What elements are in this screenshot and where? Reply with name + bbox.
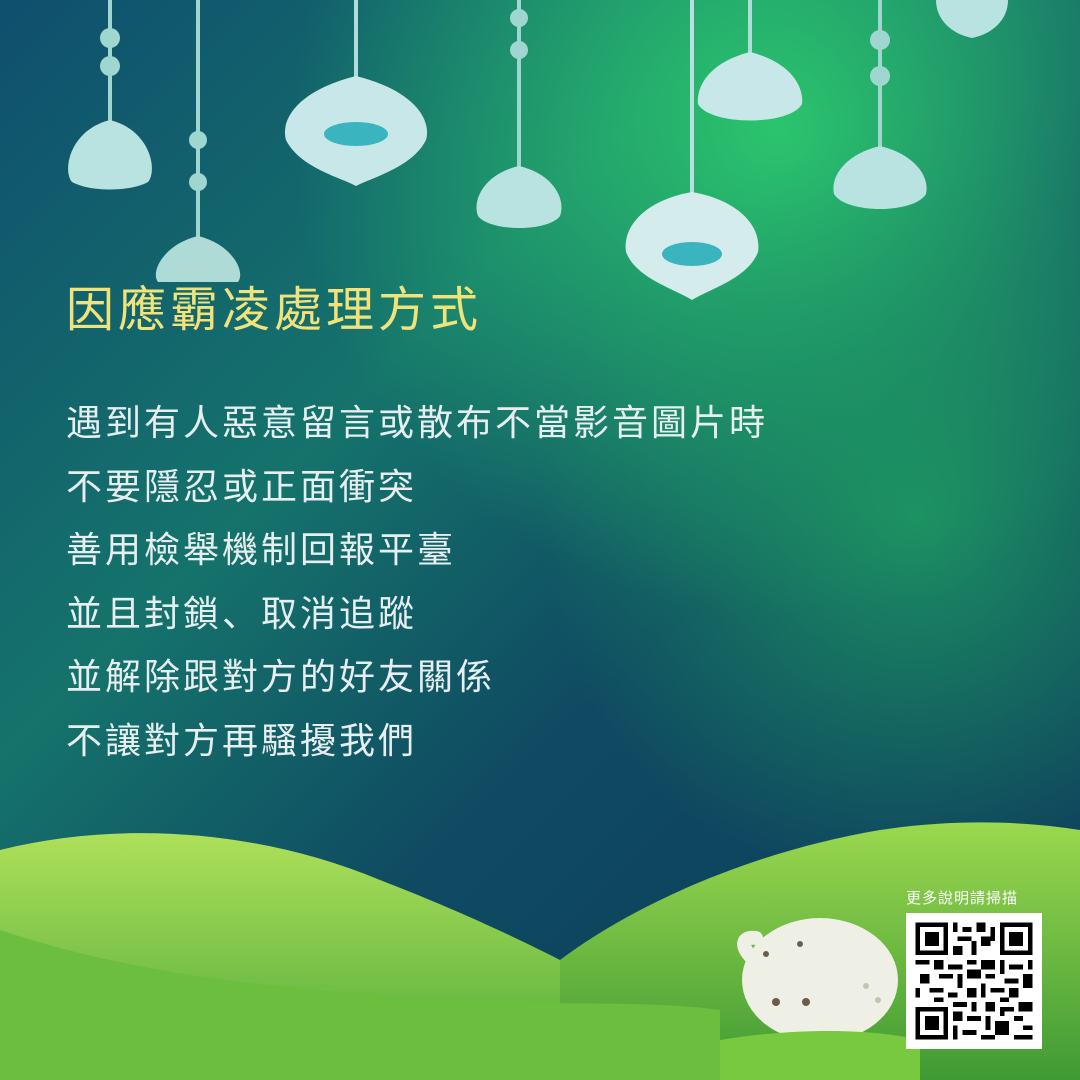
advice-line: 遇到有人惡意留言或散布不當影音圖片時 bbox=[66, 403, 769, 444]
hanging-lantern-icon bbox=[936, 0, 1008, 38]
advice-line: 並解除跟對方的好友關係 bbox=[66, 657, 496, 698]
advice-line: 並且封鎖、取消追蹤 bbox=[66, 593, 418, 635]
advice-line: 不要隱忍或正面衝突 bbox=[66, 466, 418, 508]
qr-code-icon[interactable] bbox=[906, 913, 1042, 1049]
advice-line: 善用檢舉機制回報平臺 bbox=[66, 530, 457, 571]
hanging-lantern-icon bbox=[68, 0, 152, 190]
hanging-lantern-icon bbox=[284, 0, 428, 186]
advice-text: 遇到有人惡意留言或散布不當影音圖片時 不要隱忍或正面衝突 善用檢舉機制回報平臺 … bbox=[66, 392, 768, 773]
hanging-lantern-icon bbox=[476, 0, 562, 228]
hanging-lantern-icon bbox=[833, 0, 927, 209]
hanging-lantern-icon bbox=[697, 0, 803, 121]
advice-line: 不讓對方再騷擾我們 bbox=[66, 720, 418, 762]
qr-caption: 更多說明請掃描 bbox=[906, 889, 1019, 907]
hanging-lantern-icon bbox=[155, 0, 241, 282]
grass-hill-front bbox=[0, 930, 720, 1080]
bunny-icon bbox=[720, 918, 920, 1080]
page-title: 因應霸凌處理方式 bbox=[66, 282, 483, 338]
hanging-lantern-icon bbox=[625, 0, 759, 300]
